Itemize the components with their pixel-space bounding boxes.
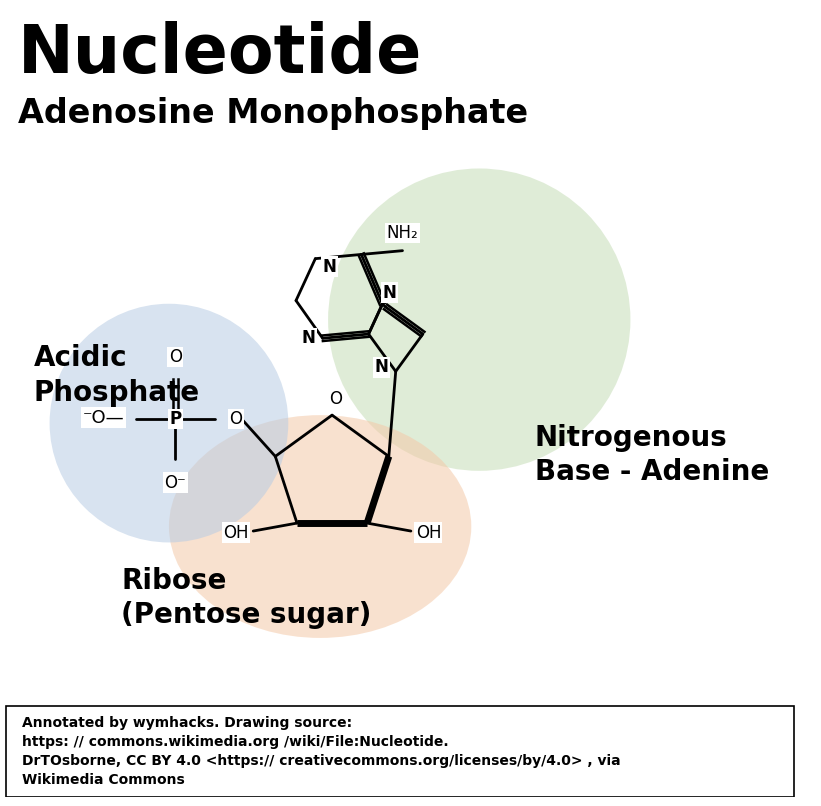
Ellipse shape xyxy=(169,415,471,638)
Text: N: N xyxy=(301,330,315,347)
Text: OH: OH xyxy=(223,524,249,542)
Text: O: O xyxy=(169,348,181,366)
Text: N: N xyxy=(374,359,388,376)
Text: O⁻: O⁻ xyxy=(164,474,186,492)
Ellipse shape xyxy=(328,168,631,471)
Text: N: N xyxy=(383,284,397,301)
Text: P: P xyxy=(169,410,181,428)
Text: Nitrogenous
Base - Adenine: Nitrogenous Base - Adenine xyxy=(535,424,769,486)
Text: O: O xyxy=(329,390,342,408)
Text: Ribose
(Pentose sugar): Ribose (Pentose sugar) xyxy=(122,567,372,629)
Text: OH: OH xyxy=(415,524,441,542)
Text: Nucleotide: Nucleotide xyxy=(18,21,422,87)
FancyBboxPatch shape xyxy=(6,705,794,797)
Text: O: O xyxy=(229,410,242,428)
Ellipse shape xyxy=(49,304,288,542)
Text: Acidic
Phosphate: Acidic Phosphate xyxy=(34,344,200,407)
Text: NH₂: NH₂ xyxy=(387,224,419,242)
Text: N: N xyxy=(323,258,337,276)
Text: ⁻O—: ⁻O— xyxy=(83,409,125,426)
Text: Adenosine Monophosphate: Adenosine Monophosphate xyxy=(18,97,528,130)
Text: Annotated by wymhacks. Drawing source:
https: // commons.wikimedia.org /wiki/Fil: Annotated by wymhacks. Drawing source: h… xyxy=(21,716,621,787)
